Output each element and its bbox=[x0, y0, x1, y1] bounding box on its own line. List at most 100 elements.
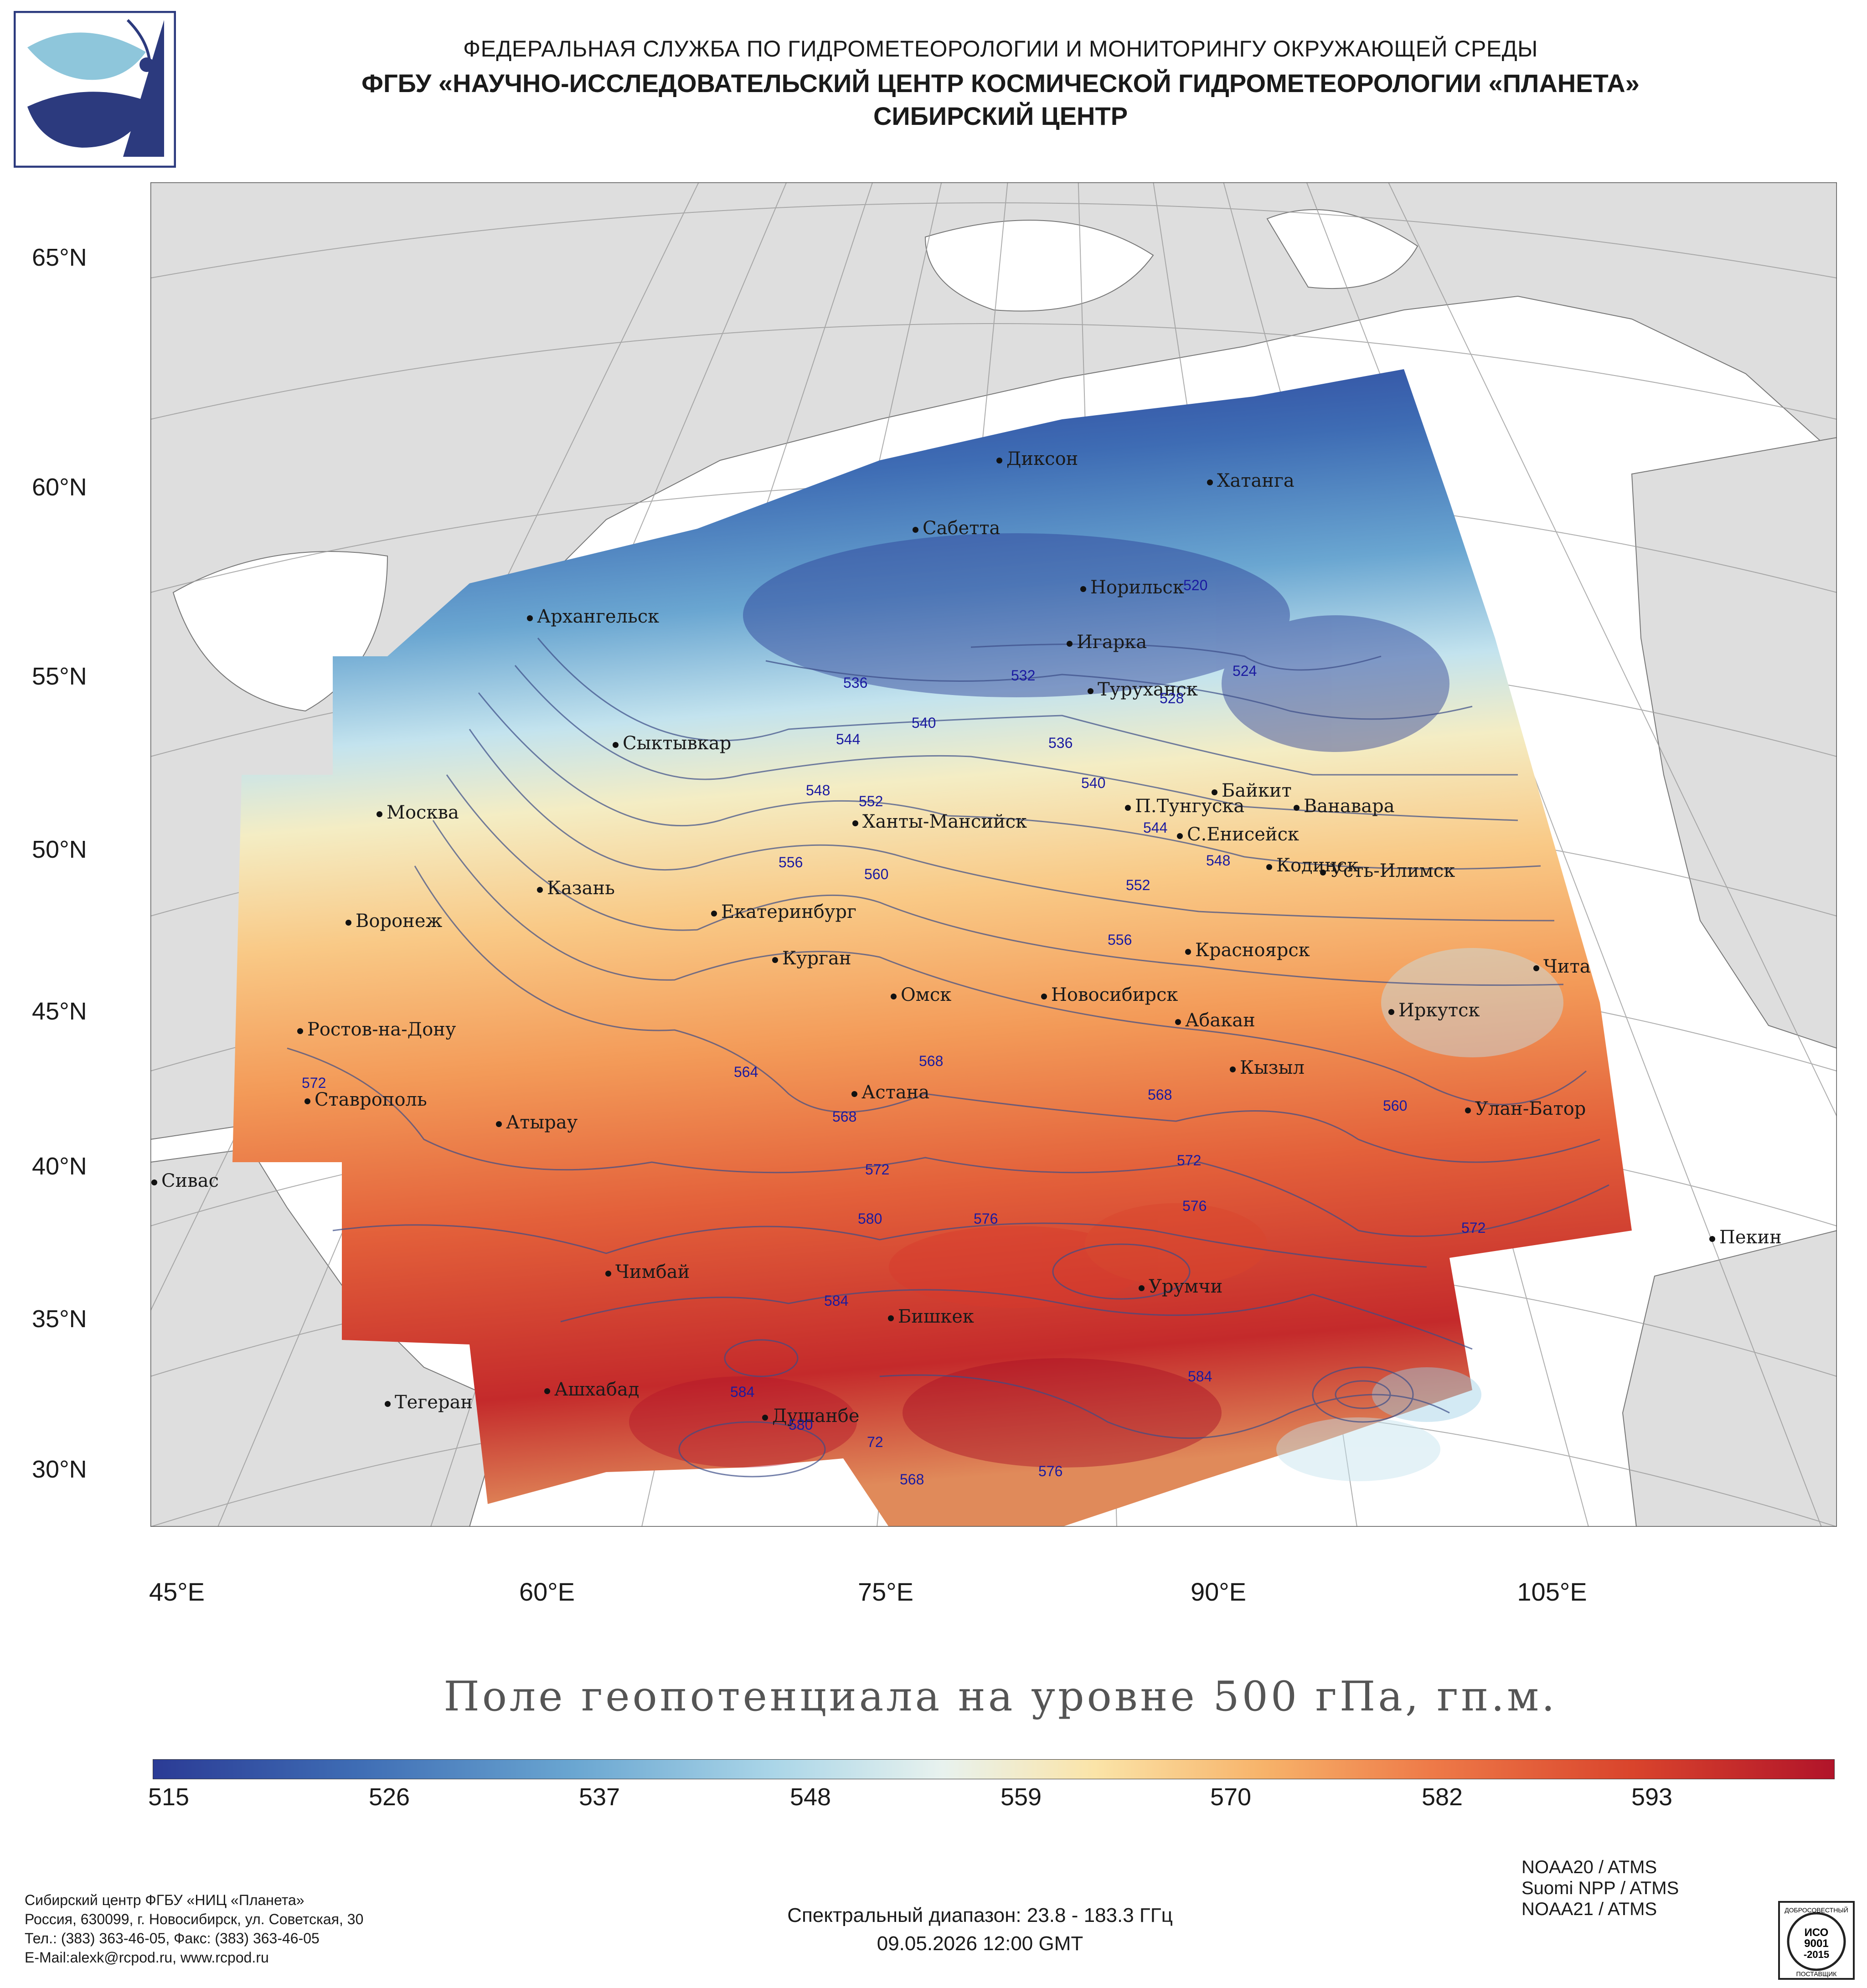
city-label: Курган bbox=[772, 948, 851, 969]
footer-org-name: Сибирский центр ФГБУ «НИЦ «Планета» bbox=[25, 1892, 304, 1908]
city-label: Бишкек bbox=[888, 1306, 974, 1327]
isoline-label: 568 bbox=[919, 1053, 944, 1069]
footer-address: Россия, 630099, г. Новосибирск, ул. Сове… bbox=[25, 1911, 364, 1927]
isoline-label: 584 bbox=[824, 1293, 849, 1309]
colorbar-tick: 593 bbox=[1631, 1783, 1673, 1811]
isoline-label: 556 bbox=[1108, 932, 1132, 948]
city-label: Диксон bbox=[996, 448, 1078, 469]
satellite-item: Suomi NPP / ATMS bbox=[1521, 1878, 1679, 1898]
city-label: Хатанга bbox=[1207, 470, 1295, 491]
isoline-label: 520 bbox=[1183, 577, 1208, 593]
city-label: Ванавара bbox=[1294, 796, 1395, 817]
lat-label-65: 65°N bbox=[32, 244, 87, 271]
isoline-label: 576 bbox=[1038, 1463, 1063, 1479]
map-title: Поле геопотенциала на уровне 500 гПа, гп… bbox=[444, 1673, 1558, 1720]
footer-phone: Тел.: (383) 363-46-05, Факс: (383) 363-4… bbox=[25, 1930, 320, 1947]
city-label: Кодинск bbox=[1266, 855, 1359, 876]
isoline-label: 580 bbox=[789, 1416, 813, 1433]
colorbar bbox=[153, 1759, 1835, 1779]
isoline-label: 560 bbox=[1383, 1097, 1408, 1114]
city-label: Архангельск bbox=[526, 606, 660, 627]
isoline-label: 572 bbox=[1461, 1220, 1486, 1236]
city-label: Омск bbox=[890, 984, 952, 1005]
isoline-label: 572 bbox=[1177, 1152, 1202, 1169]
geopotential-field bbox=[232, 369, 1632, 1527]
city-label: Чимбай bbox=[605, 1262, 690, 1282]
colorbar-tick: 537 bbox=[578, 1783, 620, 1811]
isoline-label: 536 bbox=[1048, 735, 1073, 751]
city-label: Душанбе bbox=[762, 1406, 860, 1427]
isoline-label: 544 bbox=[836, 731, 861, 747]
isoline-label: 576 bbox=[974, 1210, 998, 1227]
city-label: Сабетта bbox=[912, 518, 1001, 539]
city-label: Ханты-Мансийск bbox=[852, 811, 1027, 832]
city-label: Ставрополь bbox=[304, 1089, 427, 1110]
city-label: Туруханск bbox=[1088, 679, 1198, 700]
header-institute: ФГБУ «НАУЧНО-ИССЛЕДОВАТЕЛЬСКИЙ ЦЕНТР КОС… bbox=[361, 69, 1640, 98]
isoline-label: 528 bbox=[1160, 690, 1184, 706]
header-center: СИБИРСКИЙ ЦЕНТР bbox=[873, 102, 1128, 130]
isoline-label: 72 bbox=[867, 1434, 883, 1450]
city-label: Москва bbox=[376, 802, 459, 823]
isoline-label: 532 bbox=[1011, 667, 1036, 684]
lat-label-50: 50°N bbox=[32, 836, 87, 863]
isoline-label: 576 bbox=[1182, 1198, 1207, 1214]
isoline-label: 568 bbox=[1148, 1087, 1172, 1103]
colorbar-tick: 548 bbox=[789, 1783, 831, 1811]
isoline-label: 548 bbox=[806, 782, 830, 798]
city-label: Ростов-на-Дону bbox=[297, 1019, 456, 1040]
city-label: Ашхабад bbox=[544, 1379, 640, 1400]
city-label: Норильск bbox=[1080, 577, 1184, 598]
city-label: Пекин bbox=[1709, 1227, 1782, 1248]
city-label: Урумчи bbox=[1138, 1276, 1223, 1297]
isoline-label: 568 bbox=[832, 1108, 857, 1125]
isoline-label: 572 bbox=[865, 1161, 890, 1178]
city-label: Казань bbox=[537, 878, 615, 899]
lat-label-55: 55°N bbox=[32, 663, 87, 690]
lon-label-90: 90°E bbox=[1190, 1577, 1247, 1606]
isoline-label: 584 bbox=[1188, 1368, 1212, 1385]
planeta-logo-icon bbox=[14, 11, 176, 168]
city-label: Тегеран bbox=[384, 1392, 473, 1413]
isoline-label: 556 bbox=[779, 854, 803, 870]
city-label: Сивас bbox=[151, 1170, 219, 1191]
isoline-label: 536 bbox=[843, 675, 868, 691]
city-label: Кызыл bbox=[1230, 1057, 1305, 1078]
footer-contacts: E-Mail:alexk@rcpod.ru, www.rcpod.ru bbox=[25, 1949, 269, 1966]
seal-top-text: ДОБРОСОВЕСТНЫЙ bbox=[1784, 1906, 1848, 1914]
colorbar-tick: 570 bbox=[1210, 1783, 1252, 1811]
isoline-label: 548 bbox=[1206, 852, 1231, 869]
lat-label-60: 60°N bbox=[32, 474, 87, 501]
iso-certificate-seal-icon: ДОБРОСОВЕСТНЫЙ ИСО 9001 -2015 ПОСТАВЩИК bbox=[1778, 1901, 1855, 1980]
city-label: Игарка bbox=[1066, 632, 1147, 653]
isoline-label: 552 bbox=[1126, 877, 1150, 893]
city-label: Красноярск bbox=[1185, 940, 1310, 961]
colorbar-tick: 515 bbox=[148, 1783, 190, 1811]
lon-label-60: 60°E bbox=[519, 1577, 575, 1606]
lon-label-75: 75°E bbox=[857, 1577, 914, 1606]
colorbar-tick: 582 bbox=[1421, 1783, 1463, 1811]
isoline-label: 560 bbox=[864, 866, 889, 882]
isoline-label: 580 bbox=[858, 1210, 882, 1227]
lat-label-30: 30°N bbox=[32, 1456, 87, 1483]
lat-label-45: 45°N bbox=[32, 998, 87, 1025]
isoline-label: 524 bbox=[1233, 663, 1257, 679]
isoline-label: 584 bbox=[730, 1384, 755, 1400]
observation-datetime: 09.05.2026 12:00 GMT bbox=[877, 1932, 1083, 1955]
satellite-item: NOAA20 / ATMS bbox=[1521, 1857, 1657, 1877]
isoline-label: 564 bbox=[734, 1064, 758, 1080]
city-label: Сыктывкар bbox=[612, 733, 732, 754]
seal-iso-text: ИСО bbox=[1805, 1926, 1829, 1939]
city-label: Атырау bbox=[495, 1112, 578, 1133]
city-label: Екатеринбург bbox=[711, 901, 856, 922]
city-label: Усть-Илимск bbox=[1320, 860, 1455, 881]
isoline-label: 540 bbox=[912, 715, 936, 731]
city-label: П.Тунгуска bbox=[1124, 796, 1245, 817]
lat-label-35: 35°N bbox=[32, 1305, 87, 1333]
satellite-list: NOAA20 / ATMS Suomi NPP / ATMS NOAA21 / … bbox=[1521, 1857, 1679, 1920]
city-label: Абакан bbox=[1175, 1010, 1255, 1031]
header-agency: ФЕДЕРАЛЬНАЯ СЛУЖБА ПО ГИДРОМЕТЕОРОЛОГИИ … bbox=[463, 36, 1538, 62]
spectral-range: Спектральный диапазон: 23.8 - 183.3 ГГц bbox=[787, 1904, 1173, 1926]
lat-label-40: 40°N bbox=[32, 1153, 87, 1180]
city-label: Астана bbox=[851, 1082, 930, 1103]
